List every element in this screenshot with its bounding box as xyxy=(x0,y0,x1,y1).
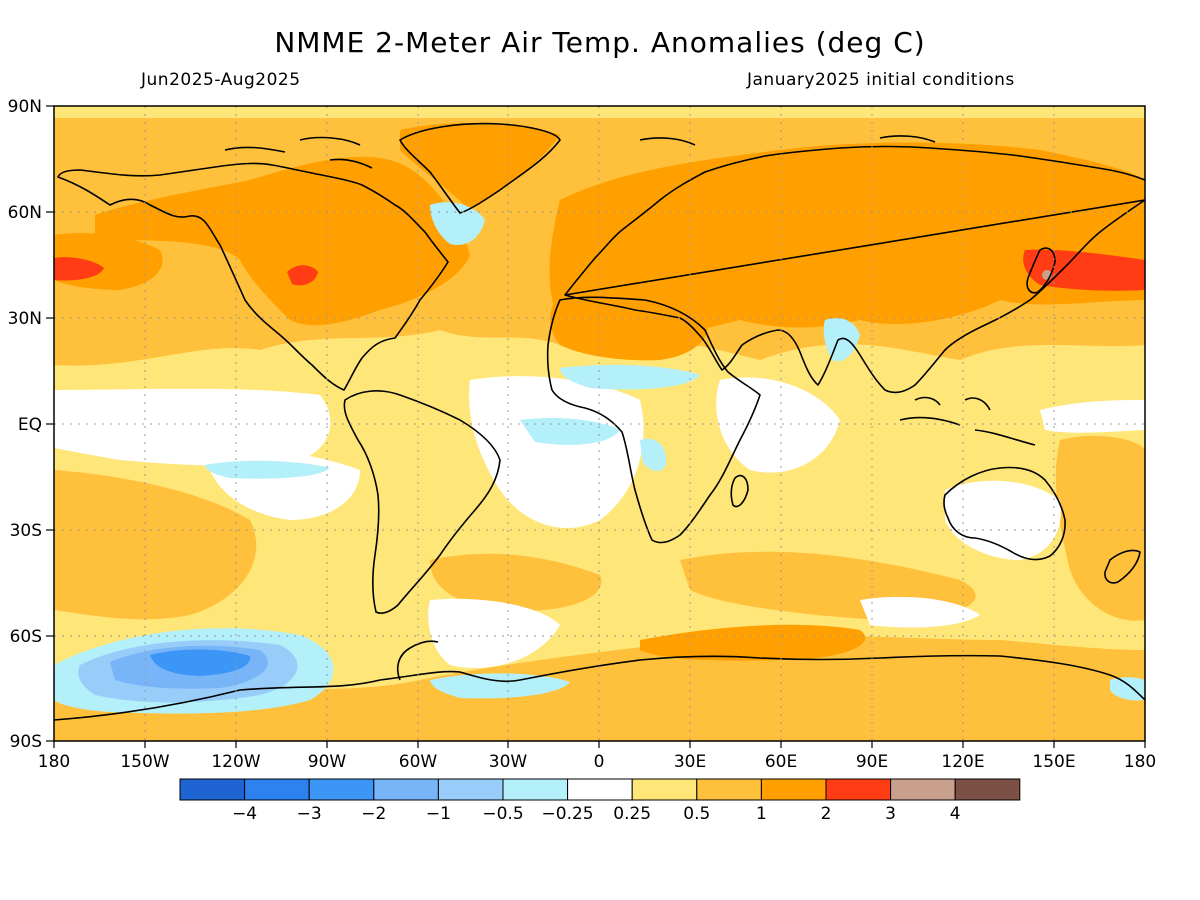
field-south-atlantic-cool xyxy=(520,418,620,445)
lon-label: 30E xyxy=(674,752,706,772)
coast-madagascar xyxy=(730,474,749,508)
colorbar-swatch xyxy=(954,778,1021,801)
colorbar-label: 3 xyxy=(885,804,896,824)
field-south-atlantic-neutral xyxy=(428,598,560,669)
coast-arctic-islands xyxy=(224,135,936,169)
lon-label: 0 xyxy=(594,752,605,772)
forecast-period: Jun2025-Aug2025 xyxy=(141,70,301,90)
field-sahel-cool xyxy=(560,364,700,390)
coastlines xyxy=(54,122,1145,721)
field-indian-neutral xyxy=(716,377,840,473)
coast-greenland xyxy=(399,122,561,214)
coast-indonesia xyxy=(899,396,1036,446)
lat-labels: 90N 60N 30N EQ 30S 60S 90S xyxy=(8,97,42,752)
colorbar-swatch xyxy=(696,778,762,801)
coast-eurasia xyxy=(564,145,1145,394)
lon-label: 60E xyxy=(765,752,797,772)
colorbar-label: −3 xyxy=(297,804,322,824)
field-north-america-hot xyxy=(95,156,470,326)
field-north-africa-hot xyxy=(550,298,708,361)
field-greenland-sea-cool xyxy=(430,202,485,245)
colorbar-swatch xyxy=(437,778,504,801)
colorbar-swatch xyxy=(373,778,439,801)
colorbar-label: 2 xyxy=(821,804,832,824)
field-eurasia-hot xyxy=(549,142,1145,345)
field-india-cool xyxy=(823,318,860,362)
coast-antarctica xyxy=(54,654,1145,721)
map-title: NMME 2-Meter Air Temp. Anomalies (deg C) xyxy=(274,26,926,59)
lat-label: 30S xyxy=(10,521,42,541)
field-east-pacific-warm xyxy=(1055,435,1145,621)
field-weddell-cool xyxy=(430,673,570,699)
field-greenland-hot xyxy=(400,123,560,210)
lon-label: 120E xyxy=(941,752,984,772)
colorbar-label: 0.5 xyxy=(683,804,710,824)
lon-labels: 180 150W 120W 90W 60W 30W 0 30E 60E 90E … xyxy=(38,752,1156,772)
field-east-pacific-neutral xyxy=(1040,400,1145,433)
colorbar-swatch xyxy=(308,778,375,801)
coast-north-america xyxy=(57,162,449,391)
colorbar-label: −0.25 xyxy=(542,804,594,824)
colorbar-swatch xyxy=(631,778,698,801)
colorbar-label: −2 xyxy=(361,804,386,824)
coast-south-america xyxy=(343,390,501,614)
colorbar-swatch xyxy=(244,778,310,801)
coast-japan xyxy=(1026,247,1056,294)
field-us-plains-hotspot xyxy=(287,265,318,286)
colorbar-label: −1 xyxy=(426,804,451,824)
colorbar-swatch xyxy=(179,778,246,801)
lat-label: 90N xyxy=(8,97,42,117)
lat-label: 60N xyxy=(8,203,42,223)
lon-label: 120W xyxy=(211,752,260,772)
field-south-pacific-warm xyxy=(54,470,257,620)
lat-label: 30N xyxy=(8,309,42,329)
lon-label: 150E xyxy=(1032,752,1075,772)
field-tropical-pacific-neutral xyxy=(54,388,331,466)
grid-lines xyxy=(54,106,1145,741)
field-south-ocean-neutral xyxy=(860,596,980,628)
field-pacific-hotspot xyxy=(54,257,104,281)
coast-australia xyxy=(943,466,1066,561)
colorbar-swatch xyxy=(567,778,633,801)
coast-antarctic-peninsula xyxy=(396,640,439,681)
colorbar-label: 1 xyxy=(756,804,767,824)
coast-new-zealand xyxy=(1104,549,1141,584)
lon-label: 180 xyxy=(1124,752,1156,772)
lon-label: 90W xyxy=(308,752,347,772)
lon-label: 150W xyxy=(120,752,169,772)
tick-marks xyxy=(46,105,1146,748)
field-ross-cool xyxy=(1110,677,1145,701)
lon-label: 30W xyxy=(489,752,528,772)
colorbar-label: 0.25 xyxy=(613,804,651,824)
colorbar-swatch xyxy=(760,778,827,801)
lat-label: 90S xyxy=(10,732,42,752)
field-south-atlantic-warm xyxy=(430,553,602,611)
colorbar-label: −4 xyxy=(232,804,257,824)
field-australia-neutral xyxy=(945,480,1061,560)
field-east-africa-cool xyxy=(640,438,667,472)
lon-label: 60W xyxy=(399,752,438,772)
lon-label: 90E xyxy=(856,752,888,772)
colorbar-swatch xyxy=(502,778,569,801)
lat-label: EQ xyxy=(18,415,42,435)
colorbar: −4 −3 −2 −1 −0.5 −0.25 0.25 0.5 1 2 3 4 xyxy=(179,778,1021,824)
field-south-ocean-hot xyxy=(640,624,866,661)
initial-conditions-label: January2025 initial conditions xyxy=(747,70,1015,90)
field-amundsen-core xyxy=(150,649,251,676)
colorbar-swatch xyxy=(890,778,956,801)
colorbar-label: 4 xyxy=(950,804,961,824)
coast-africa xyxy=(546,296,761,544)
lon-label: 180 xyxy=(38,752,70,772)
colorbar-label: −0.5 xyxy=(482,804,523,824)
colorbar-swatch xyxy=(825,778,892,801)
lat-label: 60S xyxy=(10,627,42,647)
